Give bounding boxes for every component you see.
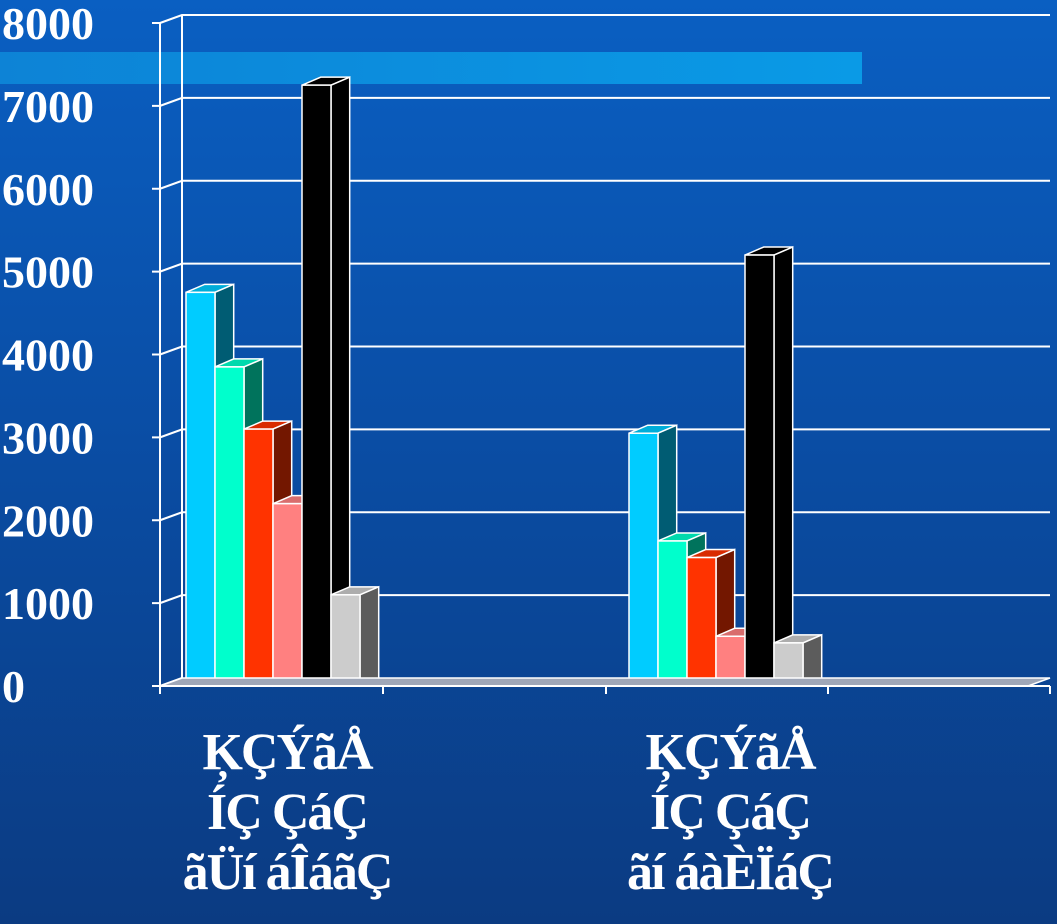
y-tick-label-6000: 6000 xyxy=(2,164,94,215)
y-tick-label-4000: 4000 xyxy=(2,330,94,381)
bar-series-5-category-1 xyxy=(301,76,351,688)
category-label-2-line-1: ĶÇÝãÅ xyxy=(645,724,816,781)
y-tick-label-0: 0 xyxy=(2,661,25,712)
gridline-3000 xyxy=(159,428,1050,439)
category-label-2: ĶÇÝãÅ ÍÇ ÇáÇ ãí áàÈÏáÇ xyxy=(570,723,890,903)
gridline-7000 xyxy=(159,96,1050,107)
y-tick-label-5000: 5000 xyxy=(2,247,94,298)
bar-front-1-2 xyxy=(628,432,659,687)
category-label-1-line-3: ãÜí áÎáãÇ xyxy=(182,844,394,901)
bar-front-2-2 xyxy=(657,540,688,687)
y-tick-label-8000: 8000 xyxy=(2,0,94,49)
gridline-6000 xyxy=(159,179,1050,190)
title-accent-bar xyxy=(0,52,862,84)
bar-series-5-category-2 xyxy=(744,245,794,688)
bar-front-1-1 xyxy=(185,291,216,687)
gridline-5000 xyxy=(159,262,1050,273)
gridline-4000 xyxy=(159,345,1050,356)
chart-floor xyxy=(159,677,1051,687)
bar-side-5-2 xyxy=(773,245,794,688)
gridline-8000 xyxy=(159,14,1050,24)
bar-side-6-1 xyxy=(359,585,380,688)
bar-front-3-1 xyxy=(243,428,274,687)
category-label-2-line-3: ãí áàÈÏáÇ xyxy=(627,844,835,901)
bar-series-6-category-1 xyxy=(330,585,380,688)
category-label-2-line-2: ÍÇ ÇáÇ xyxy=(650,784,812,841)
bar-front-6-1 xyxy=(330,594,361,687)
bar-front-4-1 xyxy=(272,502,303,687)
bar-front-5-1 xyxy=(301,84,332,687)
y-tick-label-3000: 3000 xyxy=(2,412,94,463)
category-label-1: ĶÇÝãÅ ÍÇ ÇáÇ ãÜí áÎáãÇ xyxy=(127,723,447,903)
y-tick-label-1000: 1000 xyxy=(2,578,94,629)
y-tick-label-2000: 2000 xyxy=(2,495,94,546)
y-tick-label-7000: 7000 xyxy=(2,81,94,132)
category-label-1-line-2: ÍÇ ÇáÇ xyxy=(207,784,369,841)
bar-front-3-2 xyxy=(686,556,717,687)
bar-front-2-1 xyxy=(214,366,245,687)
category-label-1-line-1: ĶÇÝãÅ xyxy=(202,724,373,781)
bar-front-5-2 xyxy=(744,254,775,687)
